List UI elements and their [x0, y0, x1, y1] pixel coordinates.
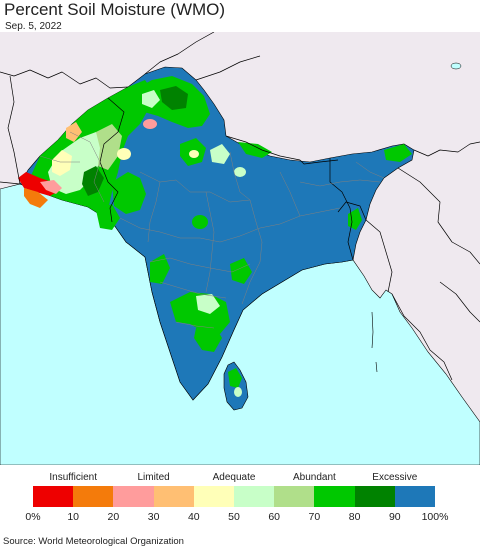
legend-category-label: Excessive: [372, 472, 418, 483]
legend-tick-label: 20: [107, 511, 120, 523]
legend-category-label: Adequate: [212, 472, 256, 483]
gujarat-green-zone: [96, 204, 120, 230]
legend-swatch: [234, 486, 275, 507]
soil-moisture-map: [0, 32, 480, 465]
balochistan-yellow-zone: [52, 150, 72, 176]
legend-swatch: [33, 486, 74, 507]
karnataka-lightgreen-zone: [196, 294, 220, 314]
legend-tick-label: 0%: [25, 511, 41, 523]
punjab-salmon-patch: [143, 119, 157, 129]
legend-category-label: Insufficient: [49, 472, 97, 483]
kashmir-lightgreen-zone: [142, 90, 160, 108]
central-green-patch: [192, 215, 208, 229]
legend-swatch: [153, 486, 194, 507]
central-lightgreen-patch: [234, 167, 246, 177]
legend-swatch: [354, 486, 395, 507]
legend-swatch: [113, 486, 154, 507]
makran-orange-zone: [24, 188, 48, 208]
legend-tick-label: 90: [388, 511, 401, 523]
legend-swatch: [394, 486, 436, 507]
color-ramp: [33, 486, 436, 507]
andhra-green-zone: [230, 258, 252, 284]
punjab-yellow-patch: [117, 148, 131, 160]
nepal-green-zone: [238, 142, 272, 158]
northeast-green-zone: [384, 144, 412, 162]
up-lightgreen-zone: [210, 144, 230, 164]
map-title: Percent Soil Moisture (WMO): [4, 0, 226, 19]
makran-salmon-zone: [40, 180, 62, 194]
legend-category-label: Abundant: [292, 472, 336, 483]
legend-swatch: [314, 486, 355, 507]
legend: Insufficient Limited Adequate Abundant Exces…: [0, 466, 480, 528]
legend-swatch: [73, 486, 114, 507]
sindh-darkgreen-zone: [82, 166, 104, 196]
legend-tick-label: 30: [147, 511, 160, 523]
delhi-yellow-patch: [189, 150, 199, 158]
country-boundaries: [0, 32, 480, 381]
tibet-lake: [450, 62, 462, 70]
balochistan-orange-zone: [66, 122, 82, 142]
legend-tick-label: 80: [348, 511, 361, 523]
kashmir-darkgreen-zone: [160, 86, 188, 110]
legend-tick-label: 70: [308, 511, 321, 523]
legend-swatch: [274, 486, 315, 507]
source-note: Source: World Meteorological Organizatio…: [3, 536, 184, 547]
legend-tick-label: 100%: [421, 511, 449, 523]
legend-category-label: Limited: [137, 472, 170, 483]
rajasthan-green-zone: [112, 172, 146, 214]
state-boundaries: [39, 131, 385, 329]
tamilnadu-green-zone: [194, 324, 222, 352]
legend-tick-label: 50: [228, 511, 240, 523]
sri-lanka-green-patch: [228, 368, 242, 388]
legend-tick-label: 40: [187, 511, 200, 523]
pakistan-abundant-zone: [96, 124, 122, 170]
deccan-green-zone: [150, 254, 170, 284]
andaman-islands: [371, 311, 378, 373]
map-date: Sep. 5, 2022: [5, 21, 62, 32]
legend-swatch: [193, 486, 235, 507]
legend-tick-label: 60: [268, 511, 281, 523]
legend-tick-label: 10: [67, 511, 80, 523]
sri-lanka-lightgreen-patch: [234, 387, 242, 397]
